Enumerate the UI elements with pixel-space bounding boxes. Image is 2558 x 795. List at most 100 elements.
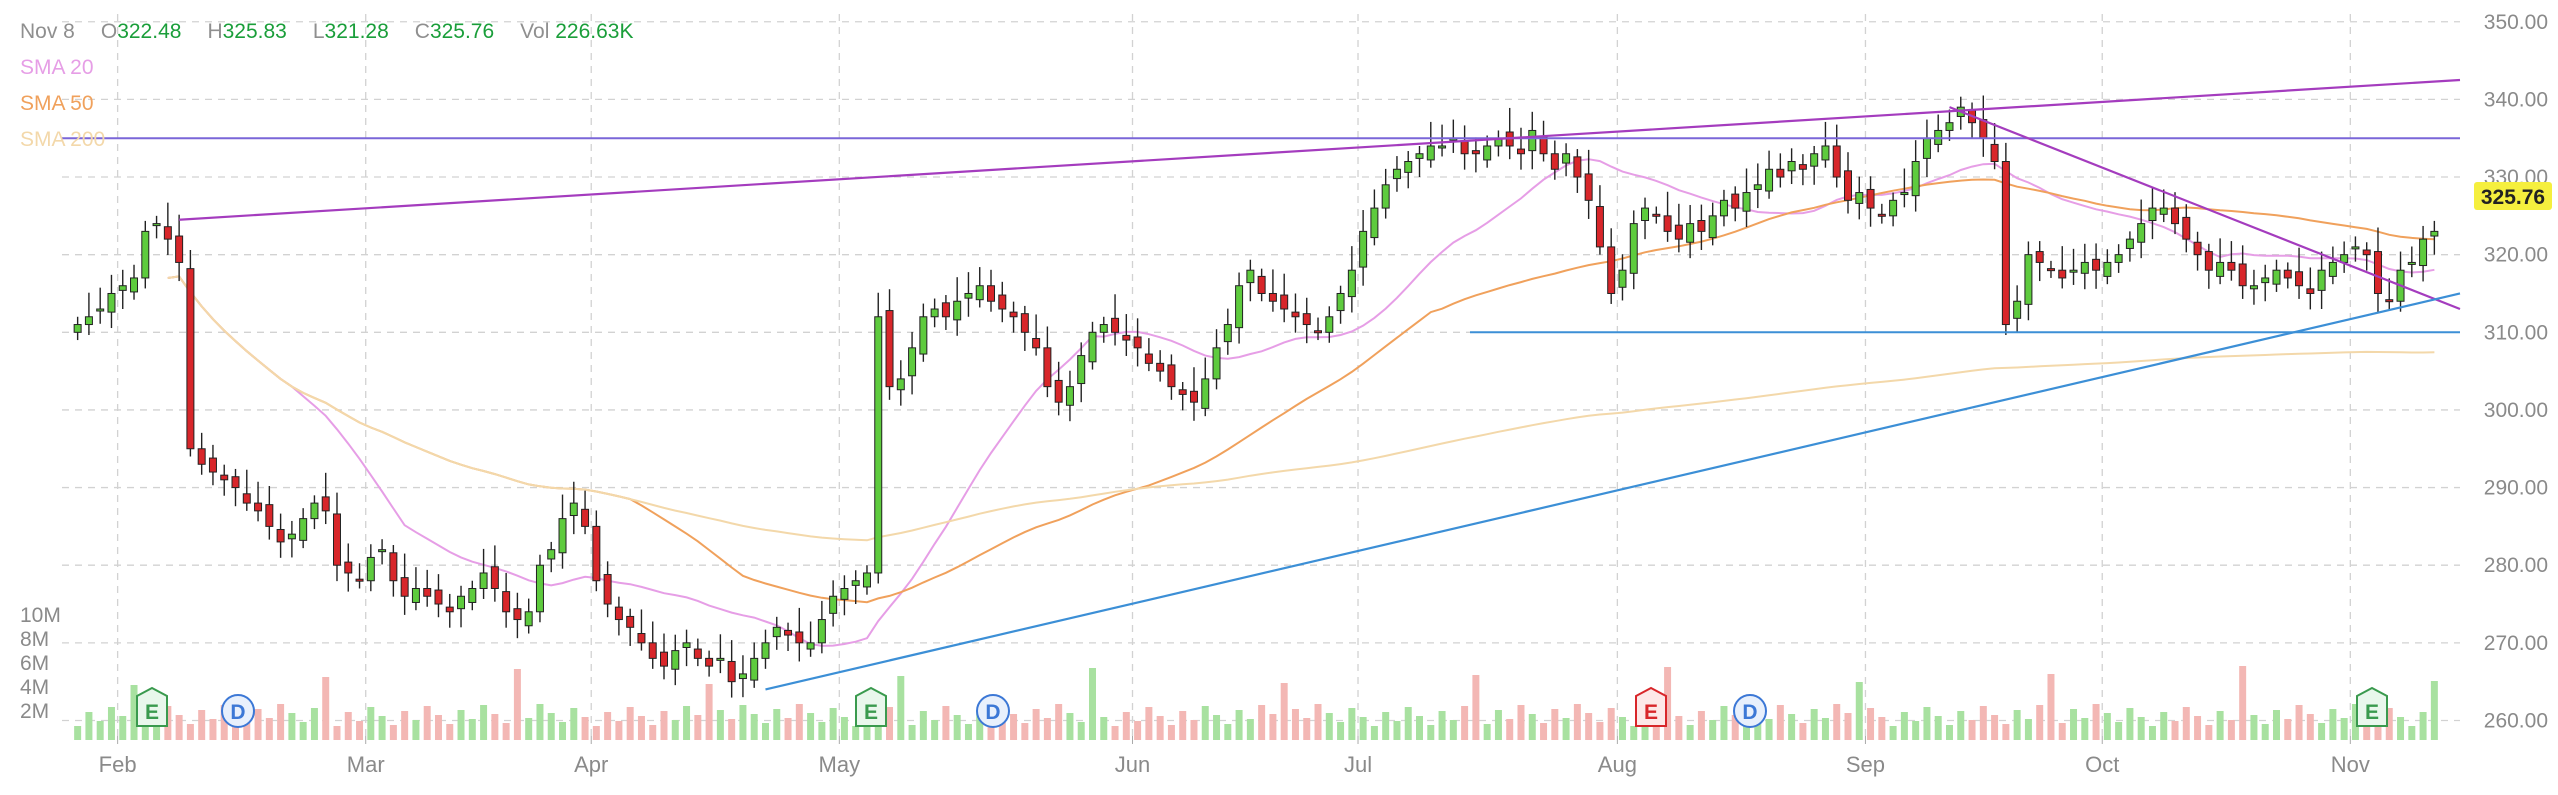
candle-body — [1381, 184, 1390, 209]
dividend-marker[interactable]: D — [976, 694, 1010, 728]
candle-body — [829, 595, 838, 614]
volume-bar — [671, 720, 679, 740]
candle-body — [1663, 215, 1672, 232]
volume-bar — [1551, 709, 1559, 740]
volume-bar — [1743, 724, 1751, 740]
candle-body — [750, 657, 759, 681]
volume-bar — [2058, 723, 2066, 740]
date-axis: Feb Mar Apr May Jun Jul Aug Sep Oct Nov — [99, 736, 2370, 777]
candle-body — [1392, 168, 1401, 180]
candle-body — [242, 493, 251, 504]
volume-bar — [773, 709, 781, 740]
volume-bar — [987, 719, 995, 740]
dividend-marker[interactable]: D — [1733, 694, 1767, 728]
candle-body — [2137, 223, 2146, 243]
volume-bar — [784, 718, 792, 740]
candle-body — [2193, 241, 2202, 256]
volume-bar — [660, 711, 668, 740]
volume-bar — [840, 717, 848, 740]
volume-bar — [2284, 719, 2292, 740]
volume-bar — [491, 714, 499, 740]
candle-body — [626, 615, 635, 628]
y-tick-label: 320.00 — [2484, 244, 2548, 267]
earnings-marker-label: E — [2365, 701, 2379, 724]
legend-volume: Vol 226.63K — [520, 20, 634, 43]
volume-bar — [2318, 723, 2326, 740]
candle-body — [1314, 330, 1323, 334]
volume-bar — [153, 720, 161, 740]
volume-bar — [1269, 714, 1277, 740]
candle-body — [73, 324, 82, 333]
candle-body — [1539, 136, 1548, 155]
volume-bar — [525, 718, 533, 740]
candle-body — [738, 673, 747, 680]
volume-tick-label: 2M — [20, 700, 49, 723]
candle-body — [1810, 153, 1819, 167]
volume-bar — [1416, 716, 1424, 740]
volume-bar — [2239, 666, 2247, 740]
volume-bar — [1190, 720, 1198, 740]
x-tick-label: Mar — [347, 752, 385, 777]
volume-bar — [807, 713, 815, 740]
candle-body — [2407, 261, 2416, 265]
dividend-marker-label: D — [1742, 701, 1757, 724]
candle-body — [1156, 362, 1165, 372]
volume-bar — [333, 726, 341, 740]
earnings-marker[interactable]: E — [2356, 686, 2388, 727]
volume-bar — [829, 708, 837, 740]
candle-body — [2171, 207, 2180, 225]
volume-bar — [1337, 722, 1345, 740]
volume-bar — [412, 720, 420, 740]
earnings-marker[interactable]: E — [1635, 686, 1667, 727]
volume-bar — [795, 704, 803, 740]
volume-bar — [2306, 714, 2314, 740]
legend-sma20[interactable]: SMA 20 — [20, 56, 94, 79]
sma50-line — [167, 178, 2435, 604]
candle-body — [1641, 207, 1650, 222]
candle-body — [1235, 285, 1244, 329]
sma200-line — [167, 275, 2435, 542]
earnings-marker[interactable]: E — [855, 686, 887, 727]
legend-sma200[interactable]: SMA 200 — [20, 128, 106, 151]
y-tick-label: 300.00 — [2484, 399, 2548, 422]
dividend-marker[interactable]: D — [221, 694, 255, 728]
candle-body — [2159, 207, 2168, 215]
candle-body — [1765, 168, 1774, 192]
volume-bar — [1100, 717, 1108, 740]
volume-bar — [1664, 667, 1672, 740]
candle-body — [1088, 331, 1097, 363]
earnings-marker-label: E — [864, 701, 878, 724]
y-tick-label: 280.00 — [2484, 554, 2548, 577]
candle-body — [569, 502, 578, 517]
volume-bar — [1348, 708, 1356, 740]
volume-bar — [198, 710, 206, 740]
volume-bar — [1461, 706, 1469, 740]
earnings-marker[interactable]: E — [136, 686, 168, 727]
volume-bar — [1224, 724, 1232, 740]
candle-body — [490, 566, 499, 589]
candle-body — [1268, 292, 1277, 302]
candle-body — [1516, 148, 1525, 155]
volume-bar — [107, 707, 115, 740]
volume-bar — [1213, 715, 1221, 740]
volume-bar — [2430, 681, 2438, 740]
x-tick-label: Nov — [2331, 752, 2370, 777]
volume-bar — [897, 676, 905, 740]
candle-body — [1618, 269, 1627, 288]
volume-bar — [513, 669, 521, 740]
candle-body — [1133, 336, 1142, 349]
trendlines — [62, 78, 2461, 691]
candle-body — [411, 587, 420, 603]
volume-bar — [434, 715, 442, 740]
candle-body — [445, 606, 454, 613]
candle-body — [118, 285, 127, 291]
volume-bar — [1404, 707, 1412, 740]
candle-body — [287, 533, 296, 540]
dividend-marker-label: D — [985, 701, 1000, 724]
legend-sma50[interactable]: SMA 50 — [20, 92, 94, 115]
candle-body — [941, 302, 950, 318]
candle-body — [2001, 161, 2010, 326]
candle-body — [344, 561, 353, 574]
candle-body — [1336, 292, 1345, 312]
